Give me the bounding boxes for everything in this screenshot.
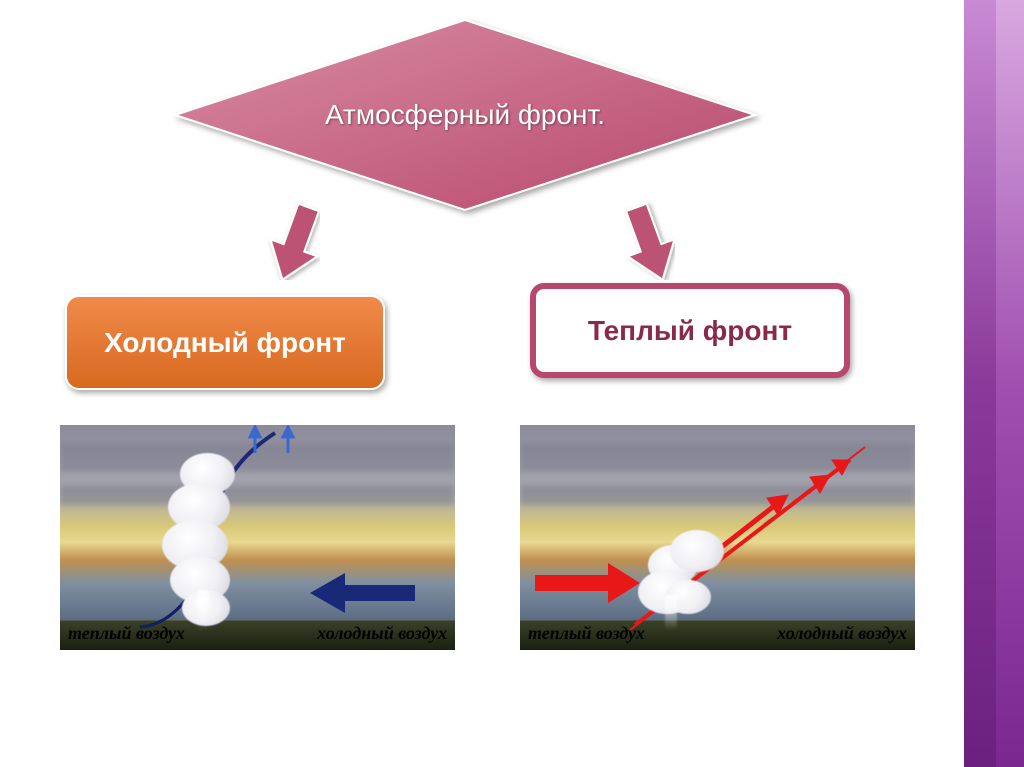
arrow-to-cold bbox=[260, 200, 320, 280]
title-diamond: Атмосферный фронт. bbox=[165, 10, 765, 220]
sidebar-gradient bbox=[964, 0, 1024, 767]
cold-air-label: холодный воздух bbox=[777, 623, 907, 644]
precip bbox=[198, 590, 208, 630]
cold-front-illustration: теплый воздух холодный воздух bbox=[60, 425, 455, 650]
title-text: Атмосферный фронт. bbox=[325, 99, 605, 131]
arrow-to-warm bbox=[615, 200, 675, 280]
warm-front-box: Теплый фронт bbox=[530, 283, 850, 378]
warm-front-label: Теплый фронт bbox=[588, 315, 792, 347]
warm-air-label: теплый воздух bbox=[68, 623, 185, 644]
warm-air-label: теплый воздух bbox=[528, 623, 645, 644]
cold-front-line bbox=[60, 425, 455, 650]
cold-front-label: Холодный фронт bbox=[104, 327, 346, 359]
precip bbox=[665, 595, 677, 630]
cloud bbox=[670, 530, 724, 572]
slide-content: Атмосферный фронт. Холодный фронт Теплый… bbox=[0, 0, 964, 767]
sidebar-gradient-inner bbox=[996, 0, 1024, 767]
cold-air-label: холодный воздух bbox=[317, 623, 447, 644]
warm-front-illustration: теплый воздух холодный воздух bbox=[520, 425, 915, 650]
cold-front-box: Холодный фронт bbox=[65, 295, 385, 390]
